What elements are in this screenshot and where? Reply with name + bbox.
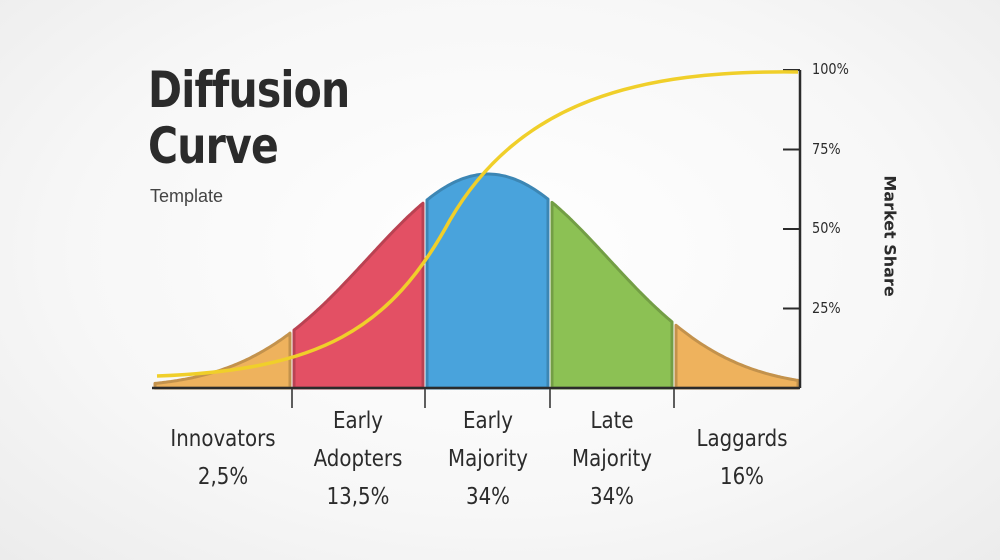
- segment-share-label: 34%: [466, 484, 510, 510]
- segment-early-majority: [425, 172, 550, 390]
- segment-name-label: Late: [590, 408, 634, 434]
- segment-label: Early Majority 34%: [419, 402, 557, 516]
- segment-laggards: [674, 323, 800, 390]
- y-tick-label: 75%: [812, 139, 841, 158]
- segment-label: Late Majority 34%: [543, 402, 681, 516]
- title-line-1: Diffusion: [148, 61, 350, 119]
- segment-name-label: Majority: [448, 446, 528, 472]
- y-tick-label: 100%: [812, 60, 849, 78]
- y-tick-label: 25%: [812, 298, 841, 317]
- title-line-2: Curve: [148, 117, 279, 175]
- y-axis-title: Market Share: [880, 175, 900, 297]
- segment-label: Innovators 2,5%: [154, 420, 292, 496]
- chart-subtitle: Template: [150, 186, 224, 206]
- bell-segments: [153, 172, 800, 390]
- segment-name-label: Majority: [572, 446, 652, 472]
- segment-share-label: 13,5%: [326, 484, 390, 510]
- segment-name-label: Early: [333, 408, 383, 434]
- segment-late-majority: [550, 200, 674, 390]
- segment-share-label: 2,5%: [197, 464, 249, 490]
- segment-name-label: Innovators: [170, 426, 276, 452]
- y-tick-label: 50%: [812, 219, 841, 237]
- segment-name-label: Early: [463, 408, 513, 434]
- axes: [152, 69, 802, 408]
- cumulative-s-curve: [156, 70, 799, 378]
- segment-label: Laggards 16%: [673, 420, 811, 496]
- segment-name-label: Adopters: [313, 446, 403, 472]
- segment-label: Early Adopters 13,5%: [289, 402, 427, 516]
- segment-name-label: Laggards: [696, 426, 788, 452]
- chart-title: Diffusion Curve: [148, 61, 350, 175]
- segment-share-label: 16%: [720, 464, 764, 490]
- segment-share-label: 34%: [590, 484, 634, 510]
- segment-early-adopters: [292, 201, 425, 390]
- segment-innovators: [153, 331, 292, 390]
